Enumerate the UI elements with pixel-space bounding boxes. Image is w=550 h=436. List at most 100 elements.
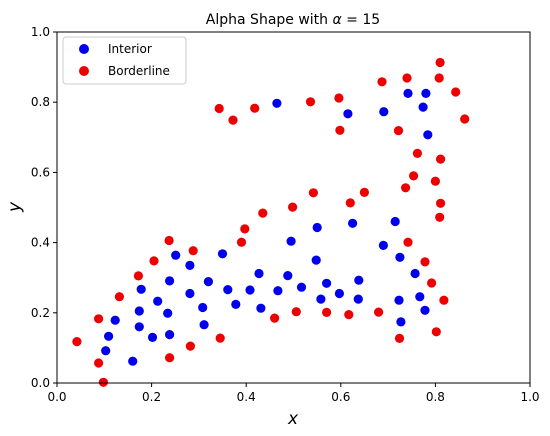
point-borderline-38 — [420, 257, 430, 267]
point-borderline-8 — [165, 353, 175, 363]
point-interior-7 — [147, 332, 158, 342]
point-borderline-48 — [451, 87, 461, 97]
x-tick-label-5: 1.0 — [520, 390, 539, 404]
point-interior-17 — [203, 277, 213, 287]
chart-title-suffix: = 15 — [342, 12, 380, 28]
point-borderline-21 — [305, 97, 316, 107]
point-interior-0 — [101, 346, 111, 356]
point-borderline-41 — [431, 327, 441, 337]
point-interior-47 — [418, 102, 428, 112]
point-borderline-19 — [288, 202, 298, 212]
point-interior-13 — [185, 260, 195, 270]
point-interior-39 — [379, 107, 389, 117]
point-borderline-44 — [435, 57, 445, 68]
legend-marker-interior — [79, 44, 89, 54]
point-interior-1 — [104, 331, 114, 341]
y-tick-label-2: 0.4 — [31, 236, 50, 250]
point-interior-11 — [165, 276, 175, 286]
y-tick-label-1: 0.2 — [31, 306, 50, 320]
x-tick-label-2: 0.4 — [237, 390, 256, 404]
point-borderline-9 — [185, 341, 195, 351]
point-interior-27 — [286, 236, 296, 246]
point-interior-8 — [153, 296, 163, 306]
y-axis-label: y — [5, 201, 25, 213]
point-borderline-0 — [72, 337, 82, 347]
point-interior-23 — [256, 303, 266, 313]
point-borderline-28 — [359, 187, 369, 197]
point-interior-20 — [231, 299, 241, 309]
x-tick-label-0: 0.0 — [47, 390, 66, 404]
point-borderline-11 — [214, 103, 224, 114]
point-borderline-29 — [374, 307, 384, 317]
point-borderline-16 — [250, 103, 260, 113]
point-interior-26 — [283, 271, 293, 281]
point-interior-49 — [421, 88, 431, 98]
legend-marker-borderline — [79, 66, 89, 76]
point-interior-21 — [245, 285, 255, 295]
point-borderline-37 — [412, 148, 422, 158]
point-borderline-39 — [427, 278, 437, 288]
point-borderline-35 — [403, 237, 413, 247]
point-interior-10 — [165, 330, 175, 340]
chart-title-symbol: α — [333, 12, 343, 28]
point-borderline-15 — [240, 224, 250, 234]
point-interior-37 — [354, 275, 364, 285]
point-interior-29 — [311, 255, 321, 265]
point-borderline-43 — [435, 212, 445, 222]
point-interior-36 — [353, 294, 363, 304]
point-borderline-2 — [94, 314, 104, 324]
plot-frame — [56, 31, 531, 384]
point-borderline-32 — [394, 333, 405, 343]
point-interior-6 — [136, 284, 146, 294]
point-borderline-46 — [436, 198, 446, 208]
y-tick-label-5: 1.0 — [31, 25, 50, 39]
point-interior-28 — [296, 282, 307, 292]
point-borderline-1 — [94, 358, 104, 368]
point-interior-45 — [410, 268, 420, 279]
point-interior-44 — [403, 88, 413, 98]
point-interior-16 — [199, 320, 209, 330]
point-interior-24 — [272, 98, 282, 108]
point-interior-9 — [163, 308, 173, 318]
point-borderline-7 — [164, 235, 174, 246]
point-borderline-26 — [344, 310, 354, 320]
point-borderline-42 — [434, 73, 444, 83]
point-borderline-12 — [215, 333, 225, 343]
chart-title: Alpha Shape with α = 15 — [206, 12, 380, 28]
point-borderline-23 — [322, 307, 332, 317]
point-borderline-24 — [334, 93, 344, 103]
legend-box — [62, 36, 187, 85]
point-borderline-20 — [291, 307, 301, 317]
point-borderline-4 — [114, 292, 124, 302]
point-borderline-34 — [402, 73, 412, 83]
point-borderline-6 — [149, 256, 159, 266]
legend: Interior Borderline — [62, 36, 187, 85]
point-borderline-27 — [345, 198, 355, 208]
y-tick-label-3: 0.6 — [31, 165, 50, 179]
x-axis-ticks: 0.0 0.2 0.4 0.6 0.8 1.0 — [47, 383, 540, 404]
point-borderline-18 — [270, 313, 280, 323]
point-interior-2 — [110, 315, 120, 325]
y-tick-label-0: 0.0 — [31, 376, 50, 390]
point-borderline-45 — [436, 154, 446, 164]
point-borderline-30 — [377, 77, 387, 87]
point-borderline-3 — [98, 377, 108, 387]
point-interior-38 — [378, 240, 388, 250]
point-interior-25 — [273, 286, 283, 296]
point-interior-32 — [322, 278, 332, 288]
point-borderline-10 — [188, 246, 198, 256]
point-borderline-36 — [409, 171, 419, 181]
point-interior-34 — [343, 109, 353, 119]
point-interior-15 — [198, 302, 208, 313]
point-interior-22 — [254, 268, 264, 279]
legend-label-borderline: Borderline — [108, 64, 170, 78]
point-borderline-25 — [335, 125, 345, 135]
point-borderline-17 — [258, 208, 268, 218]
point-interior-12 — [171, 250, 181, 260]
point-interior-14 — [185, 288, 195, 299]
data-markers — [72, 57, 470, 387]
point-interior-40 — [390, 216, 400, 227]
point-interior-41 — [394, 295, 404, 305]
point-borderline-49 — [460, 114, 470, 124]
